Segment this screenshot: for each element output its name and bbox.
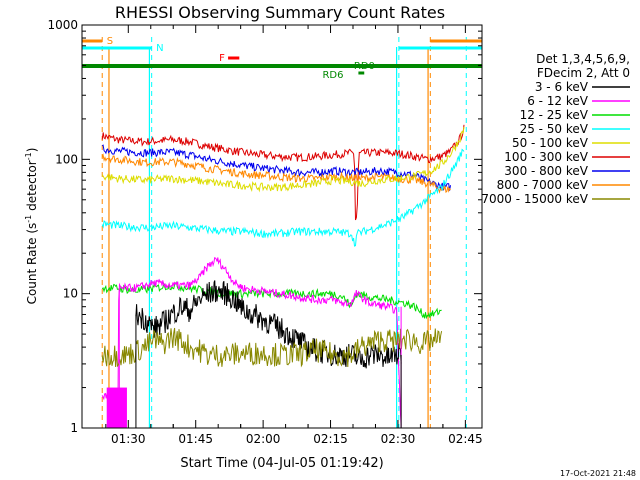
- legend-label: 300 - 800 keV: [504, 164, 588, 178]
- legend-label: 7000 - 15000 keV: [481, 192, 588, 206]
- legend-label: 12 - 25 keV: [520, 108, 589, 122]
- legend-label: 6 - 12 keV: [527, 94, 589, 108]
- x-tick-label: 01:30: [111, 432, 146, 446]
- series-line-5: [101, 281, 442, 320]
- plot-area: S N F RD0 RD6: [82, 36, 482, 428]
- y-axis-label-tail: detector: [25, 160, 39, 215]
- y-tick-label: 100: [55, 152, 78, 166]
- legend-header-2: FDecim 2, Att 0: [537, 66, 630, 80]
- flag-label-rd6: RD6: [322, 70, 343, 81]
- x-tick-label: 01:45: [178, 432, 213, 446]
- x-axis-label: Start Time (04-Jul-05 01:19:42): [180, 456, 383, 471]
- flag-label-n: N: [156, 43, 163, 54]
- series-6-12-low-block: [106, 387, 127, 428]
- legend-label: 800 - 7000 keV: [497, 178, 589, 192]
- series-line-0: [101, 124, 465, 221]
- legend: Det 1,3,4,5,6,9, FDecim 2, Att 0 3 - 6 k…: [481, 52, 630, 206]
- series-line-2: [101, 153, 451, 194]
- series-line-6: [101, 257, 402, 426]
- y-tick-label: 1000: [47, 18, 78, 32]
- y-axis-label: Count Rate (s-1 detector-1): [24, 148, 39, 305]
- flag-label-s: S: [107, 36, 113, 47]
- x-tick-label: 02:30: [381, 432, 416, 446]
- legend-header-1: Det 1,3,4,5,6,9,: [536, 52, 630, 66]
- x-tick-label: 02:15: [313, 432, 348, 446]
- chart-title: RHESSI Observing Summary Count Rates: [115, 3, 445, 22]
- legend-label: 50 - 100 keV: [512, 136, 589, 150]
- y-tick-label: 10: [63, 287, 78, 301]
- y-axis-label-sup2: -1: [24, 152, 33, 160]
- y-axis-label-main: Count Rate (s: [25, 223, 39, 305]
- x-tick-label: 02:00: [246, 432, 281, 446]
- series-line-4: [101, 148, 465, 247]
- series-line-1: [101, 144, 451, 191]
- legend-label: 3 - 6 keV: [535, 80, 589, 94]
- flag-label-f: F: [219, 53, 225, 64]
- series-line-8: [101, 327, 443, 368]
- flag-label-rd0: RD0: [354, 61, 375, 72]
- footer-timestamp: 17-Oct-2021 21:48: [560, 469, 636, 478]
- plot-frame: [81, 24, 483, 429]
- y-axis-label-sup: -1: [24, 215, 33, 223]
- y-tick-label: 1: [70, 421, 78, 435]
- y-axis-label-close: ): [25, 148, 39, 153]
- legend-label: 25 - 50 keV: [520, 122, 589, 136]
- x-tick-label: 02:45: [448, 432, 483, 446]
- legend-label: 100 - 300 keV: [504, 150, 588, 164]
- series-line-3: [101, 126, 465, 193]
- series-line-7: [135, 280, 402, 369]
